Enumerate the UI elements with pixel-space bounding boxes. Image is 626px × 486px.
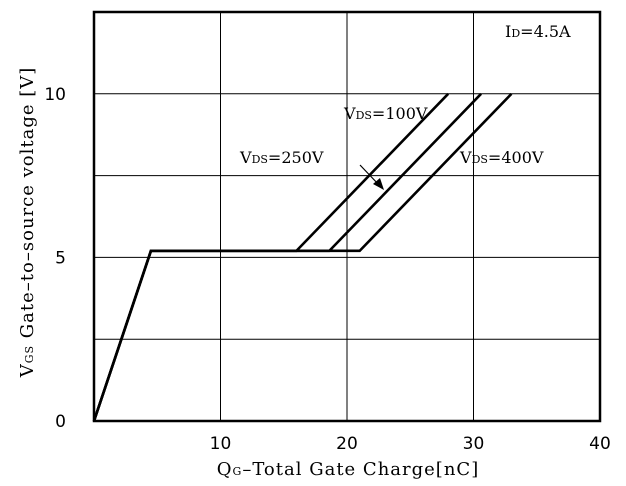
x-tick-label: 30 — [463, 434, 485, 454]
y-tick-label: 10 — [44, 85, 66, 105]
series-lines — [92, 92, 513, 422]
y-axis-label: VGS Gate–to–source voltage [V] — [17, 67, 38, 379]
annotation-vds-250: VDS=250V — [239, 148, 324, 167]
series-line-2 — [92, 92, 513, 422]
annotation-vds-100: VDS=100V — [343, 104, 428, 123]
x-tick-labels: 10 20 30 40 — [210, 434, 611, 454]
annotation-id: ID=4.5A — [505, 22, 571, 41]
annotation-vds-400: VDS=400V — [459, 148, 544, 167]
grid-lines — [94, 12, 600, 421]
plot-frame — [92, 10, 602, 423]
x-tick-label: 20 — [336, 434, 358, 454]
x-tick-label: 10 — [210, 434, 232, 454]
annotation-arrow-vds-250 — [359, 164, 384, 190]
y-tick-labels: 0 5 10 — [44, 85, 66, 432]
y-tick-label: 5 — [55, 248, 66, 268]
x-tick-label: 40 — [589, 434, 611, 454]
y-tick-label: 0 — [55, 412, 66, 432]
x-axis-label: QG–Total Gate Charge[nC] — [217, 459, 479, 480]
